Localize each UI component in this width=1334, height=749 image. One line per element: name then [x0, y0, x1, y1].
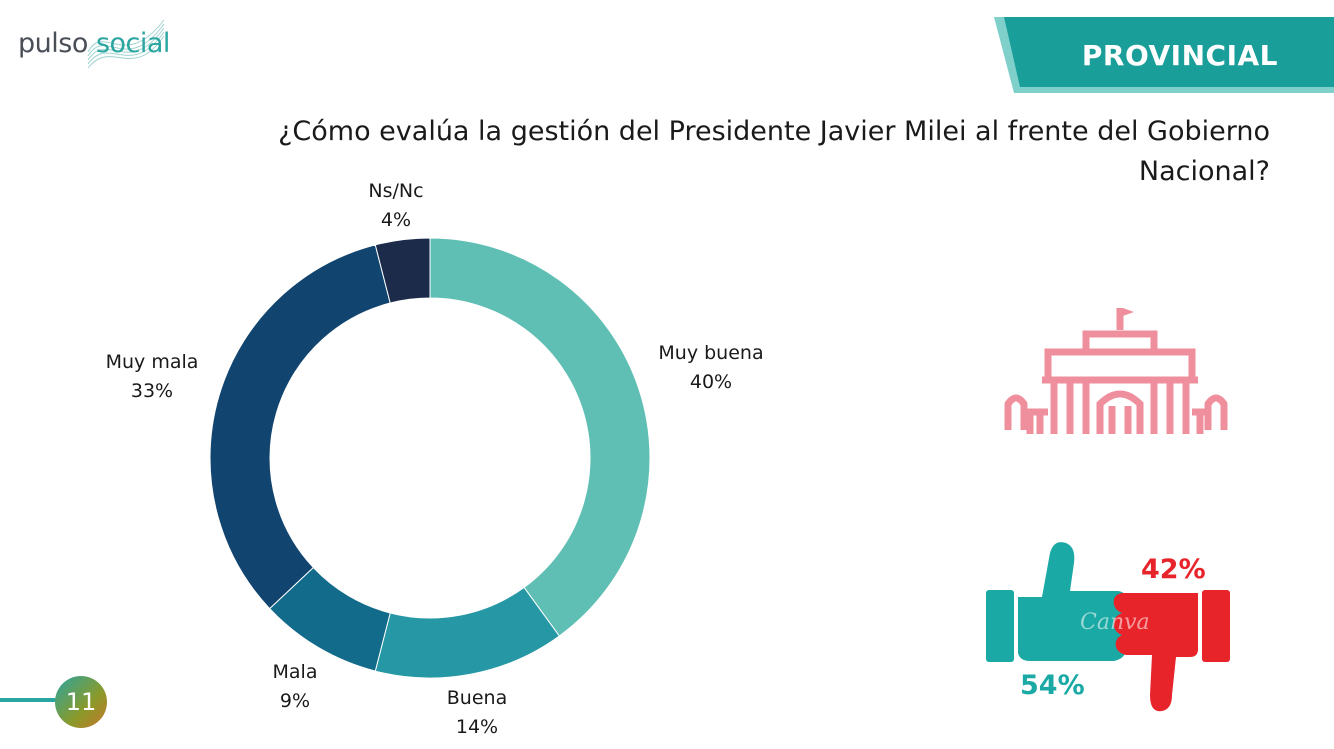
slice-label-muy-mala: Muy mala 33% — [72, 348, 232, 406]
donut-slice-muy-buena — [429, 237, 651, 637]
summary-negative: 42% — [1141, 554, 1206, 585]
page-line-decoration — [0, 698, 68, 702]
slice-label-mala-name: Mala — [272, 661, 318, 683]
slice-label-mala: Mala 9% — [215, 658, 375, 716]
slice-label-muy-buena: Muy buena 40% — [631, 339, 791, 397]
brand-name: pulso social — [18, 28, 170, 59]
region-banner: PROVINCIAL — [994, 17, 1334, 93]
banner-label: PROVINCIAL — [1081, 39, 1278, 72]
thumbs-up-down-icon: Canva — [986, 542, 1230, 712]
slice-label-buena: Buena 14% — [397, 684, 557, 742]
page-number: 11 — [55, 676, 107, 728]
chart-question: ¿Cómo evalúa la gestión del Presidente J… — [278, 116, 1270, 187]
slice-label-mala-value: 9% — [279, 690, 311, 712]
casa-rosada-icon — [1004, 308, 1228, 434]
slice-label-muy-mala-name: Muy mala — [105, 351, 199, 373]
slice-label-ns-nc: Ns/Nc 4% — [316, 177, 476, 235]
summary-positive: 54% — [1020, 670, 1085, 701]
donut-slice-ns-nc — [374, 237, 431, 304]
slice-label-ns-nc-value: 4% — [380, 209, 412, 231]
banner-shape — [994, 17, 1334, 93]
slice-label-buena-value: 14% — [455, 716, 499, 738]
slice-label-buena-name: Buena — [446, 687, 508, 709]
donut-slice-buena — [374, 586, 561, 679]
slice-label-muy-mala-value: 33% — [130, 380, 174, 402]
slice-label-muy-buena-value: 40% — [689, 371, 733, 393]
logo-wave-graphic — [87, 19, 165, 69]
brand-name-part2: social — [95, 28, 170, 59]
watermark-text: Canva — [1080, 610, 1150, 635]
donut-slice-muy-mala — [209, 244, 391, 610]
slice-label-ns-nc-name: Ns/Nc — [368, 180, 424, 202]
brand-name-part1: pulso — [18, 28, 88, 59]
brand-logo: pulso social — [18, 19, 188, 74]
slice-label-muy-buena-name: Muy buena — [658, 342, 764, 364]
